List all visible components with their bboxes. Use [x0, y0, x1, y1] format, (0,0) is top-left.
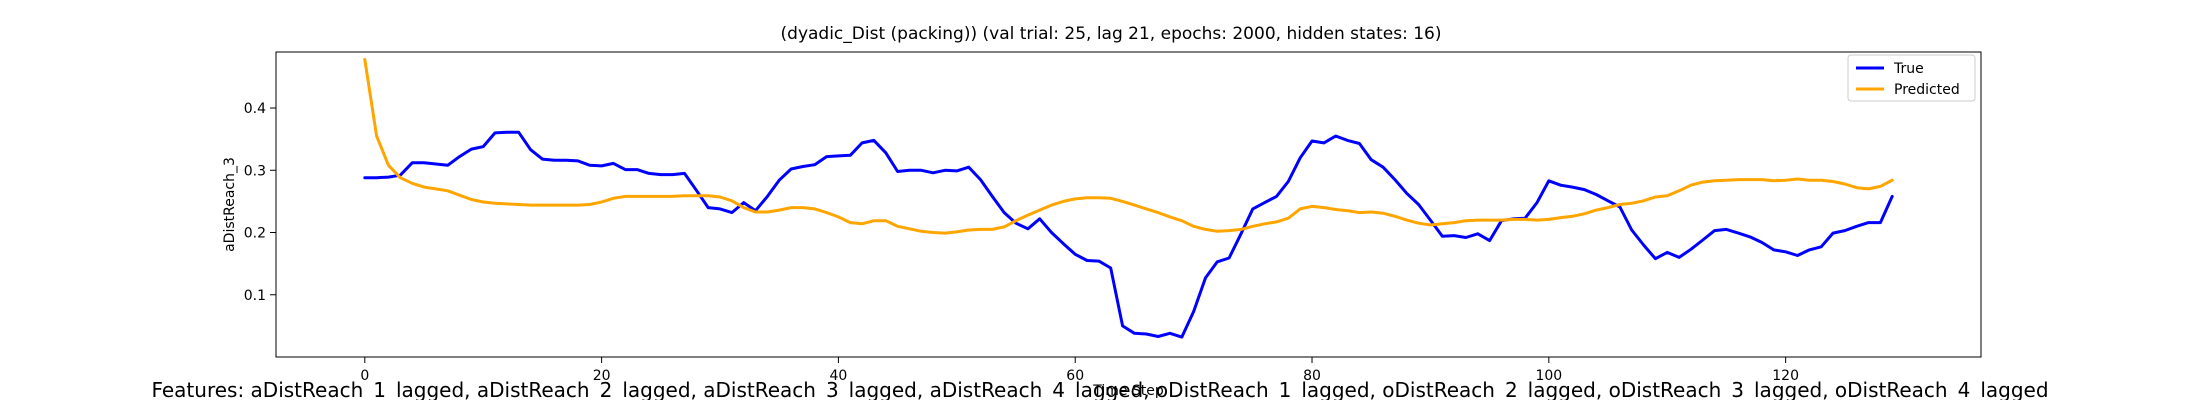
- series-line-true: [363, 130, 1894, 339]
- x-tick-label: 0: [360, 368, 369, 384]
- plot-frame: [275, 51, 1982, 358]
- y-axis: 0.1 0.2 0.3 0.4: [244, 101, 276, 304]
- legend-label: Predicted: [1894, 82, 1960, 98]
- y-tick-label: 0.3: [244, 163, 266, 179]
- x-tick-label: 120: [1772, 368, 1799, 384]
- y-axis-label: aDistReach_3: [222, 157, 238, 252]
- x-axis: 0 20 40 60 80 100 120: [360, 357, 1799, 384]
- plot-area: [275, 51, 1982, 358]
- x-tick-label: 100: [1535, 368, 1562, 384]
- features-caption: Features: aDistReach_1_lagged, aDistReac…: [151, 378, 2049, 400]
- y-tick-label: 0.2: [244, 226, 266, 242]
- x-tick-label: 80: [1303, 368, 1321, 384]
- y-tick-label: 0.4: [244, 101, 266, 117]
- x-tick-label: 60: [1066, 368, 1084, 384]
- y-tick-label: 0.1: [244, 288, 266, 304]
- x-tick-label: 20: [593, 368, 611, 384]
- legend: True Predicted: [1847, 54, 1976, 102]
- legend-label: True: [1893, 61, 1924, 77]
- series-layer: [363, 58, 1894, 339]
- x-tick-label: 40: [829, 368, 847, 384]
- chart-title: (dyadic_Dist (packing)) (val trial: 25, …: [781, 24, 1442, 44]
- x-axis-label: Time Step: [1092, 383, 1164, 399]
- series-line-predicted: [363, 58, 1894, 235]
